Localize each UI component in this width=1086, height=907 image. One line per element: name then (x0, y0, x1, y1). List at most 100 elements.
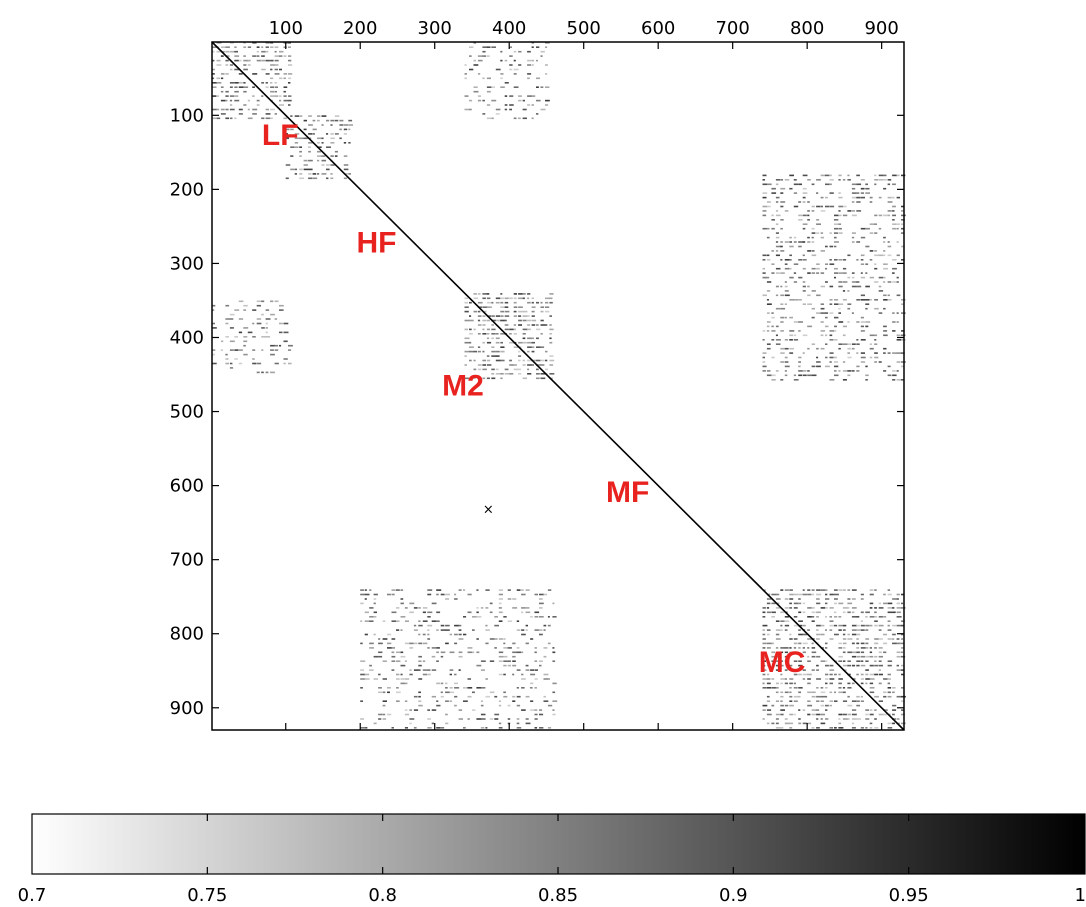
matrix-cell (485, 589, 490, 591)
matrix-cell (436, 700, 439, 702)
matrix-cell (252, 349, 256, 351)
matrix-cell (512, 651, 517, 654)
matrix-cell (775, 629, 781, 631)
matrix-cell (802, 214, 807, 217)
matrix-cell (534, 687, 537, 689)
matrix-cell (802, 267, 806, 270)
matrix-cell (762, 370, 766, 372)
matrix-cell (771, 192, 777, 194)
matrix-cell (896, 611, 901, 614)
matrix-cell (518, 315, 522, 317)
matrix-cell (489, 691, 495, 694)
matrix-cell (860, 361, 866, 363)
matrix-cell (762, 259, 766, 261)
matrix-cell (784, 210, 789, 212)
matrix-cell (225, 64, 229, 66)
matrix-cell (283, 331, 289, 334)
matrix-cell (498, 638, 503, 640)
matrix-cell (798, 219, 803, 221)
matrix-cell (482, 113, 486, 115)
matrix-cell (780, 316, 785, 319)
x-axis-ticks: 100 200 300 400 500 600 700 800 900 (269, 18, 899, 730)
matrix-cell (811, 227, 815, 230)
matrix-cell (552, 647, 555, 649)
matrix-cell (464, 377, 469, 380)
matrix-cell (525, 607, 530, 609)
matrix-cell (498, 727, 503, 729)
matrix-cell (892, 722, 895, 725)
matrix-cell (261, 55, 265, 57)
matrix-cell (780, 620, 785, 622)
matrix-cell (771, 227, 775, 230)
matrix-cell (851, 607, 857, 609)
matrix-cell (500, 59, 503, 62)
matrix-cell (896, 227, 899, 230)
matrix-cell (825, 709, 828, 711)
matrix-cell (270, 300, 274, 303)
matrix-cell (798, 624, 803, 627)
matrix-cell (825, 245, 828, 248)
matrix-cell (874, 267, 878, 270)
matrix-cell (312, 173, 317, 175)
region-label: M2 (442, 369, 484, 402)
matrix-cell (820, 687, 824, 689)
matrix-cell (431, 669, 437, 671)
matrix-cell (883, 633, 887, 636)
matrix-cell (527, 59, 532, 62)
matrix-cell (834, 236, 837, 239)
matrix-cell (270, 313, 275, 316)
matrix-cell (454, 593, 457, 596)
matrix-cell (369, 664, 372, 667)
matrix-cell (878, 660, 882, 662)
matrix-cell (811, 607, 815, 609)
matrix-cell (525, 624, 528, 627)
matrix-cell (869, 655, 874, 658)
matrix-cell (495, 297, 501, 300)
matrix-cell (486, 319, 490, 322)
matrix-cell (762, 664, 766, 667)
matrix-cell (378, 642, 383, 645)
matrix-cell (793, 272, 797, 274)
matrix-cell (869, 713, 874, 716)
matrix-cell (326, 164, 330, 166)
matrix-cell (512, 598, 517, 600)
matrix-cell (283, 340, 288, 343)
matrix-cell (762, 339, 765, 341)
matrix-cell (225, 362, 229, 365)
matrix-cell (279, 104, 284, 106)
matrix-cell (892, 642, 897, 645)
matrix-cell (766, 290, 771, 292)
matrix-cell (775, 294, 779, 297)
matrix-cell (802, 589, 805, 591)
matrix-cell (418, 620, 421, 622)
matrix-cell (811, 365, 816, 368)
matrix-cell (513, 293, 517, 295)
matrix-cell (454, 624, 459, 627)
matrix-cell (860, 276, 866, 279)
matrix-cell (436, 611, 441, 614)
matrix-cell (784, 356, 788, 359)
matrix-cell (847, 687, 852, 689)
matrix-cell (220, 340, 224, 343)
matrix-cell (400, 616, 406, 618)
matrix-cell (860, 664, 866, 667)
matrix-cell (860, 352, 865, 354)
matrix-cell (418, 642, 423, 645)
matrix-cell (901, 624, 904, 627)
matrix-cell (811, 250, 815, 252)
matrix-cell (504, 328, 509, 331)
matrix-cell (469, 108, 472, 111)
matrix-cell (547, 616, 550, 618)
matrix-cell (762, 210, 767, 212)
matrix-cell (802, 192, 808, 194)
matrix-cell (229, 327, 234, 329)
matrix-cell (476, 664, 482, 667)
matrix-cell (878, 616, 883, 618)
matrix-cell (543, 629, 546, 631)
matrix-cell (834, 361, 838, 363)
matrix-cell (874, 352, 878, 354)
matrix-cell (516, 589, 521, 591)
matrix-cell (265, 322, 268, 325)
matrix-cell (798, 374, 803, 377)
matrix-cell (531, 46, 534, 48)
